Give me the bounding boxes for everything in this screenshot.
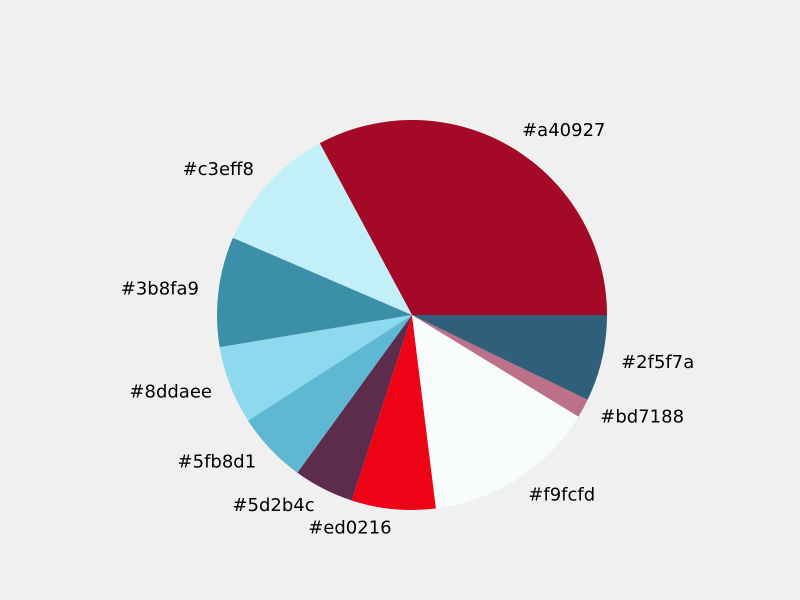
pie-slice bbox=[412, 315, 607, 400]
pie-slices bbox=[217, 119, 607, 510]
pie-labels: #a40927 #c3eff8 #3b8fa9 #8ddaee #5fb8d1 #5d2b… bbox=[121, 120, 694, 539]
pie-slice-label: #ed0216 bbox=[308, 518, 391, 539]
pie-slice-label: #5fb8d1 bbox=[178, 451, 257, 472]
pie-slice bbox=[219, 315, 412, 421]
pie-slice bbox=[232, 143, 412, 315]
pie-slice bbox=[319, 119, 607, 315]
pie-slice-label: #a40927 bbox=[522, 120, 605, 141]
pie-slice bbox=[412, 315, 579, 509]
pie-slice-label: #f9fcfd bbox=[528, 484, 595, 505]
pie-slice bbox=[351, 315, 436, 510]
pie-slice bbox=[217, 237, 412, 348]
pie-slice-label: #2f5f7a bbox=[621, 352, 694, 373]
pie-slice bbox=[248, 315, 412, 473]
pie-slice-label: #bd7188 bbox=[600, 407, 684, 428]
pie-slice-label: #3b8fa9 bbox=[121, 278, 199, 299]
pie-slice-label: #5d2b4c bbox=[232, 495, 314, 516]
pie-slice-label: #8ddaee bbox=[129, 382, 212, 403]
pie-slice-label: #c3eff8 bbox=[183, 159, 254, 180]
pie-slice bbox=[297, 315, 412, 501]
pie-slice bbox=[412, 315, 588, 417]
